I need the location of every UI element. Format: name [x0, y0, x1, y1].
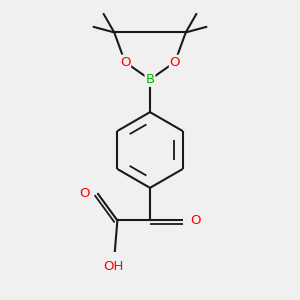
Text: O: O: [120, 56, 130, 69]
Text: B: B: [146, 73, 154, 86]
Text: O: O: [170, 56, 180, 69]
Text: O: O: [80, 187, 90, 200]
Text: OH: OH: [103, 260, 124, 273]
Text: O: O: [190, 214, 200, 227]
